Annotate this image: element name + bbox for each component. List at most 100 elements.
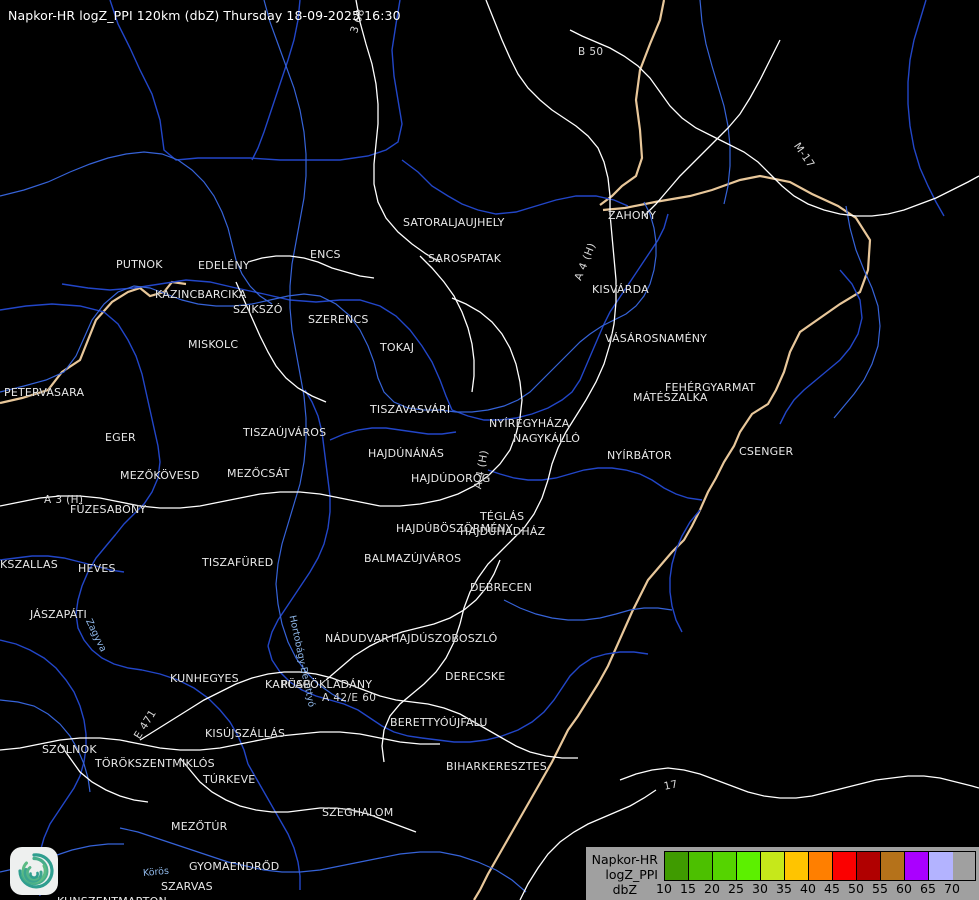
city-label: PUTNOK	[116, 258, 163, 271]
legend-swatch	[713, 852, 737, 880]
legend-tick: 55	[872, 881, 888, 896]
legend-swatch	[929, 852, 953, 880]
city-label: HAJDÚBÖSZÖRMÉNY	[396, 522, 513, 535]
legend-swatch	[785, 852, 809, 880]
city-label: SZIKSZÓ	[233, 303, 283, 316]
river-label: Körös	[142, 865, 170, 879]
legend-tick: 20	[704, 881, 720, 896]
city-label: CSENGER	[739, 445, 794, 458]
legend-scale: 10 15 20 25 30 35 40 45 50 55 60 65 70	[656, 851, 976, 897]
city-label: DERECSKE	[445, 670, 506, 683]
city-label: KISVÁRDA	[592, 283, 649, 296]
city-label: FEHÉRGYARMAT	[665, 381, 756, 394]
city-label: ZAHONY	[608, 209, 657, 222]
legend-tick: 70	[944, 881, 960, 896]
city-label: NYÍRBÁTOR	[607, 449, 672, 462]
legend-swatch	[689, 852, 713, 880]
city-label: TÖRÖKSZENTMIKLÓS	[95, 757, 215, 770]
city-label: TISZAVASVÁRI	[370, 403, 451, 416]
city-label: FÜZESABONY	[70, 503, 147, 516]
legend-tick: 65	[920, 881, 936, 896]
legend-tick: 45	[824, 881, 840, 896]
legend-swatch	[857, 852, 881, 880]
city-label: JÁSZAPÁTI	[30, 608, 87, 621]
legend-swatch	[809, 852, 833, 880]
legend-tick: 50	[848, 881, 864, 896]
city-label: MÁTÉSZALKA	[633, 391, 708, 404]
city-label: ENCS	[310, 248, 341, 261]
legend-line-2: logZ_PPI	[605, 866, 658, 882]
legend-swatch	[833, 852, 857, 880]
city-label: SZEGHALOM	[322, 806, 394, 819]
road-label: B 50	[578, 46, 604, 58]
city-label: VÁSÁROSNAMÉNY	[605, 332, 708, 345]
city-label: MISKOLC	[188, 338, 239, 351]
legend-swatch	[905, 852, 929, 880]
legend-ticks: 10 15 20 25 30 35 40 45 50 55 60 65 70	[656, 881, 976, 897]
city-label: NAGYKÁLLÓ	[513, 432, 581, 445]
city-label: EGER	[105, 431, 136, 444]
city-label: BERETTYÓÚJFALU	[390, 716, 488, 729]
city-label: HAJDÚDOROG	[411, 472, 491, 485]
city-label: SZERENCS	[308, 313, 369, 326]
city-label: KUNSZENTMARTON	[57, 895, 167, 900]
city-label: BALMAZÚJVÁROS	[364, 552, 462, 565]
city-label: PÜSPÖKLADÁNY	[281, 678, 373, 691]
city-label: HEVES	[78, 562, 116, 575]
city-label: TÚRKEVE	[203, 773, 256, 786]
city-label: GYOMAENDRŐD	[189, 860, 280, 873]
city-label: PETERVASARA	[4, 386, 85, 399]
city-label: HAJDÚHADHÁZ	[460, 525, 546, 538]
city-label: HAJDÚNÁNÁS	[368, 447, 445, 460]
legend-line-3: dbZ	[612, 881, 638, 897]
city-label: NYÍREGYHÁZA	[489, 417, 570, 430]
spiral-icon	[18, 853, 54, 889]
legend-swatch	[761, 852, 785, 880]
city-label: MEZŐKÖVESD	[120, 469, 200, 482]
city-label: HAJDÚSZOBOSZLÓ	[391, 632, 498, 645]
legend-swatches	[664, 851, 976, 881]
road-label: A 42/E 60	[322, 692, 377, 704]
city-label: KSZALLAS	[0, 558, 58, 571]
city-label: KAZINCBARCIKA	[155, 288, 247, 301]
legend-tick: 25	[728, 881, 744, 896]
city-label: NÁDUDVAR	[325, 632, 390, 645]
legend-tick: 35	[776, 881, 792, 896]
page-title: Napkor-HR logZ_PPI 120km (dbZ) Thursday …	[8, 8, 401, 23]
city-label: KISÚJSZÁLLÁS	[205, 727, 286, 740]
legend-line-1: Napkor-HR	[591, 851, 658, 867]
city-label: KARCAG	[265, 678, 312, 691]
legend-tick: 15	[680, 881, 696, 896]
city-label: KUNHEGYES	[170, 672, 239, 685]
legend-caption: Napkor-HR logZ_PPI dbZ	[592, 851, 664, 897]
legend-tick: 40	[800, 881, 816, 896]
city-label: TÉGLÁS	[480, 510, 525, 523]
national-border	[0, 0, 872, 900]
legend: Napkor-HR logZ_PPI dbZ 10 15 20 25 30 35 40 45 5…	[585, 847, 979, 900]
city-label: TISZAÚJVÁROS	[243, 426, 327, 439]
city-label: MEZŐTÚR	[171, 820, 228, 833]
city-label: SZARVAS	[161, 880, 213, 893]
road-label: A 3 (H)	[44, 494, 84, 506]
legend-swatch	[665, 852, 689, 880]
spiral-logo	[10, 847, 58, 895]
city-label: EDELÉNY	[198, 259, 250, 272]
legend-tick: 10	[656, 881, 672, 896]
legend-tick: 30	[752, 881, 768, 896]
city-label: MEZŐCSÁT	[227, 467, 290, 480]
city-label: SATORALJAUJHELY	[403, 216, 505, 229]
city-label: DEBRECEN	[470, 581, 533, 594]
city-label: SAROSPATAK	[428, 252, 502, 265]
legend-tick: 60	[896, 881, 912, 896]
city-label: TOKAJ	[380, 341, 415, 354]
admin-boundaries	[0, 0, 945, 897]
legend-swatch	[737, 852, 761, 880]
city-label: BIHARKERESZTES	[446, 760, 547, 773]
city-label: TISZAFÜRED	[202, 556, 274, 569]
rivers	[0, 0, 881, 893]
legend-swatch	[881, 852, 905, 880]
city-label: SZOLNOK	[42, 743, 97, 756]
